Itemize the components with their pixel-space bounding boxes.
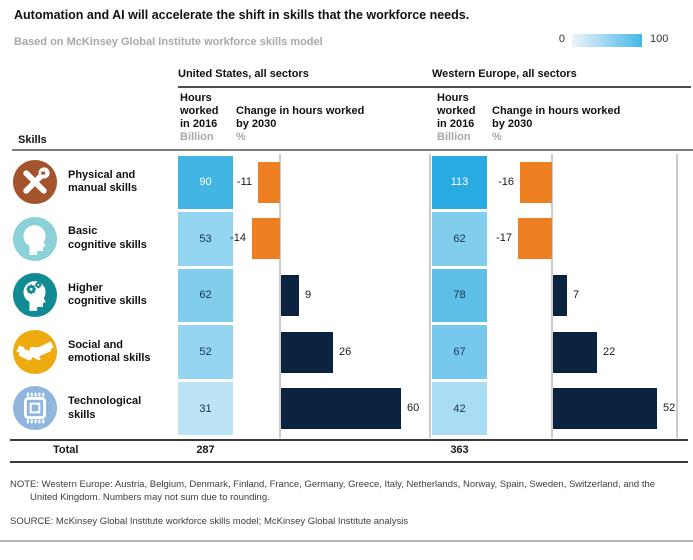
skill-label-line: skills [68,408,96,421]
source-line: SOURCE: McKinsey Global Institute workfo… [10,516,409,527]
us-change-bar [258,161,280,203]
we-hours-heat-cell: 67 [432,325,487,379]
we-hours-heat-cell: 113 [432,155,487,210]
footnote-line-1: NOTE: Western Europe: Austria, Belgium, … [10,479,656,490]
header-line: Hours [180,92,212,104]
total-row-label: Total [53,444,79,456]
header-line: in 2016 [180,118,218,130]
skill-icon-cell [12,385,58,431]
us-hours-heat-cell: 90 [178,155,233,210]
header-line: worked [437,105,476,117]
header-line: by 2030 [236,118,277,130]
skill-label: Social and emotional skills [68,324,174,381]
chart-subtitle: Based on McKinsey Global Institute workf… [14,36,323,48]
tools-icon [12,159,58,205]
total-bottom-rule [10,461,688,463]
chart-guide-line [429,154,431,438]
us-hours-heat-cell: 52 [178,325,233,379]
header-line: Hours [437,92,469,104]
us-change-bar [281,275,299,316]
skill-icon-cell [12,159,58,205]
footnote: NOTE: Western Europe: Austria, Belgium, … [10,478,686,504]
us-change-bar [252,218,280,260]
us-hours-heat-cell: 62 [178,268,233,323]
chart-guide-line [551,154,553,438]
header-line: worked [180,105,219,117]
header-line: in 2016 [437,118,475,130]
we-change-bar [553,388,657,430]
page-title: Automation and AI will accelerate the sh… [14,8,470,22]
chart-guide-line [279,154,281,438]
skill-label: Physical and manual skills [68,154,174,211]
we-change-header: Change in hours worked by 2030% [492,105,662,144]
us-change-value: 26 [339,345,352,358]
we-change-bar [553,275,567,316]
skill-label-line: cognitive skills [68,295,147,308]
chip-icon [12,386,58,431]
header-separator-line [12,149,693,151]
skill-label-line: Social and [68,338,124,351]
us-hours-heat-cell: 31 [178,381,233,436]
we-hours-heat-cell: 62 [432,212,487,266]
we-change-bar [518,218,552,260]
we-change-value: 22 [603,345,616,358]
skill-label-line: Technological [68,395,142,408]
skill-icon-cell [12,272,58,318]
header-line: Change in hours worked [236,105,365,117]
we-change-value: 7 [573,289,580,301]
header-unit: % [236,131,246,143]
we-change-value: 52 [663,402,676,415]
group-header-us: United States, all sectors [178,68,309,80]
skill-label-line: Higher [68,281,103,294]
header-unit: Billion [180,131,214,143]
skill-icon-cell [12,216,58,262]
us-change-value: 9 [305,289,312,301]
skill-label: Higher cognitive skills [68,267,174,324]
heatmap-legend-min: 0 [558,33,565,45]
skill-label-line: Basic [68,225,98,238]
skill-label-line: emotional skills [68,352,151,365]
us-change-bar [281,331,333,373]
total-top-rule [10,439,688,441]
chart-guide-line [676,154,678,438]
we-hours-heat-cell: 42 [432,381,487,436]
us-total-value: 287 [196,444,215,456]
skill-label-line: Physical and [68,168,136,181]
skill-label-line: manual skills [68,182,138,195]
we-total-value: 363 [450,444,469,456]
us-hours-header: Hours worked in 2016 Billion [180,92,234,144]
header-line: Change in hours worked [492,105,621,117]
us-change-value: -11 [236,175,252,188]
us-change-value: -14 [230,232,246,245]
skill-icon-cell [12,329,58,375]
heatmap-legend-max: 100 [650,33,669,45]
header-line: by 2030 [492,118,533,130]
skill-label: Basic cognitive skills [68,211,174,268]
header-unit: Billion [437,131,471,143]
group-header-we: Western Europe, all sectors [432,68,577,80]
handshake-icon [12,329,58,374]
bottom-rule [0,540,693,542]
head-icon [12,216,58,261]
heatmap-gradient-bar [572,34,642,47]
we-change-value: -16 [498,175,514,188]
header-unit: % [492,131,502,143]
we-change-bar [520,161,552,203]
skills-column-header: Skills [18,134,47,146]
us-hours-heat-cell: 53 [178,212,233,266]
group-header-underline [178,86,691,88]
we-change-bar [553,331,597,373]
we-change-value: -17 [496,232,512,245]
us-change-value: 60 [407,402,420,415]
skill-label-line: cognitive skills [68,238,147,251]
footnote-line-2: United Kingdom. Numbers may not sum due … [30,492,270,503]
skill-label: Technological skills [68,380,174,437]
head-gears-icon [12,273,58,318]
we-hours-header: Hours worked in 2016 Billion [437,92,491,144]
we-hours-heat-cell: 78 [432,268,487,323]
us-change-bar [281,388,401,430]
us-change-header: Change in hours worked by 2030% [236,105,406,144]
